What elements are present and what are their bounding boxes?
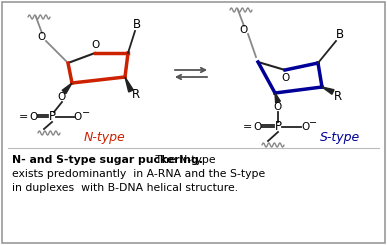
Text: S-type: S-type — [320, 131, 360, 144]
Polygon shape — [322, 87, 334, 94]
Text: O: O — [38, 32, 46, 42]
Text: B: B — [133, 19, 141, 32]
Text: N- and S-type sugar puckering.: N- and S-type sugar puckering. — [12, 155, 203, 165]
Text: exists predominantly  in A-RNA and the S-type: exists predominantly in A-RNA and the S-… — [12, 169, 265, 179]
Text: O: O — [274, 102, 282, 112]
Text: O: O — [58, 92, 66, 102]
Polygon shape — [125, 77, 133, 92]
Text: P: P — [274, 121, 281, 134]
Text: O: O — [301, 122, 309, 132]
Text: =: = — [243, 122, 253, 132]
Text: O: O — [281, 73, 289, 83]
Text: P: P — [48, 110, 55, 123]
Text: The N-type: The N-type — [152, 155, 216, 165]
Text: N-type: N-type — [84, 131, 126, 144]
Text: O: O — [91, 40, 99, 50]
Text: O: O — [30, 112, 38, 122]
Text: in duplexes  with B-DNA helical structure.: in duplexes with B-DNA helical structure… — [12, 183, 238, 193]
Text: O: O — [74, 112, 82, 122]
Text: R: R — [132, 88, 140, 101]
Polygon shape — [62, 83, 72, 94]
Polygon shape — [275, 93, 280, 103]
Text: =: = — [19, 112, 29, 122]
Text: −: − — [309, 118, 317, 128]
Text: O: O — [254, 122, 262, 132]
Text: R: R — [334, 90, 342, 103]
Text: O: O — [240, 25, 248, 35]
Text: B: B — [336, 28, 344, 41]
Text: −: − — [82, 108, 90, 118]
